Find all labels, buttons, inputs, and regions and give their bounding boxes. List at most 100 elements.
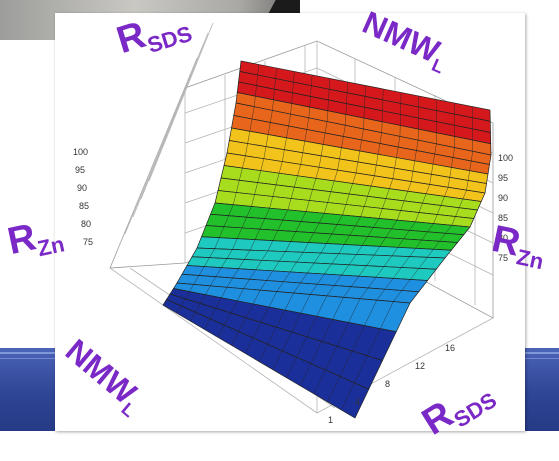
mesh-line [257, 64, 259, 76]
mesh-line [327, 376, 341, 402]
mesh-line [359, 139, 362, 152]
mesh-line [379, 132, 382, 144]
mesh-line [176, 305, 182, 314]
mesh-line [233, 192, 237, 205]
mesh-line [226, 277, 233, 288]
mesh-line [346, 92, 348, 104]
mesh-line [440, 196, 445, 206]
mesh-line [349, 183, 353, 195]
mesh-line [444, 187, 449, 197]
mesh-line [255, 85, 257, 97]
mesh-line [308, 232, 314, 243]
mesh-line [467, 170, 470, 181]
mesh-line [458, 198, 464, 208]
mesh-line [221, 258, 228, 268]
mesh-line [300, 152, 303, 165]
mesh-line [427, 223, 434, 232]
mesh-line [251, 194, 255, 207]
mesh-line [224, 312, 231, 326]
mesh-line [364, 300, 377, 326]
mesh-line [447, 177, 450, 188]
mesh-line [363, 196, 368, 207]
mesh-line [351, 325, 365, 352]
mesh-line [366, 255, 375, 266]
mesh-line [396, 146, 399, 158]
mesh-line [411, 171, 414, 182]
mesh-line [255, 260, 262, 270]
mesh-line [326, 110, 328, 122]
mesh-line [246, 206, 252, 218]
mesh-line [345, 103, 347, 115]
mesh-line [284, 292, 294, 311]
mesh-line [344, 235, 350, 245]
mesh-line [272, 350, 283, 370]
mesh-line [376, 154, 379, 166]
mesh-line [345, 193, 350, 205]
surface-plot-panel: 100 95 90 85 80 75 100 95 90 85 80 75 1 … [55, 13, 525, 431]
mesh-line [427, 249, 434, 258]
mesh-line [345, 114, 347, 126]
mesh-line [294, 175, 298, 188]
mesh-line [439, 233, 446, 242]
mesh-line [339, 350, 353, 377]
mesh-line [336, 214, 343, 225]
mesh-line [412, 160, 415, 172]
mesh-line [273, 89, 275, 100]
mesh-line [263, 146, 267, 159]
mesh-line [251, 106, 255, 120]
mesh-line [392, 168, 395, 179]
mesh-line [249, 118, 253, 132]
mesh-line [346, 81, 348, 93]
mesh-line [363, 118, 365, 130]
mesh-line [215, 297, 222, 309]
mesh-line [217, 325, 225, 338]
mesh-line [359, 287, 369, 299]
mesh-line [462, 190, 467, 200]
mesh-line [455, 207, 460, 217]
mesh-line [403, 230, 410, 239]
mesh-line [193, 275, 200, 285]
mesh-line [329, 78, 331, 90]
mesh-line [414, 150, 417, 161]
mesh-line [245, 143, 248, 156]
mesh-line [349, 225, 356, 236]
mesh-line [266, 270, 274, 281]
mesh-line [282, 149, 285, 162]
mesh-line [232, 238, 238, 250]
mesh-line [231, 331, 239, 346]
mesh-line [296, 252, 304, 263]
mesh-line [418, 203, 423, 213]
mesh-line [348, 298, 361, 323]
mesh-line [318, 155, 322, 168]
mesh-line [277, 220, 284, 231]
mesh-line [238, 259, 245, 269]
mesh-line [317, 273, 325, 285]
mesh-line [339, 147, 342, 159]
tick-label: 95 [75, 165, 85, 175]
mesh-line [291, 313, 301, 333]
mesh-line [313, 252, 322, 264]
mesh-line [214, 237, 220, 249]
mesh-line [279, 251, 286, 262]
mesh-line [451, 216, 456, 226]
mesh-line [253, 322, 262, 339]
mesh-line [410, 268, 419, 280]
mesh-line [418, 257, 428, 269]
mesh-line [198, 266, 205, 276]
surface-mesh [162, 60, 492, 419]
mesh-line [384, 278, 394, 290]
tick-labels: 100 95 90 85 80 75 100 95 90 85 80 75 1 … [73, 147, 513, 425]
mesh-line [341, 264, 350, 276]
mesh-line [401, 279, 411, 291]
tick-label: 80 [498, 233, 508, 243]
mesh-line [300, 211, 307, 222]
mesh-line [308, 107, 310, 118]
mesh-line [380, 301, 394, 329]
mesh-line [254, 96, 256, 107]
mesh-line [357, 150, 360, 163]
mesh-line [299, 363, 312, 386]
mesh-line [310, 85, 312, 97]
mesh-line [275, 67, 277, 79]
mesh-line [382, 198, 387, 209]
mesh-line [226, 249, 233, 259]
